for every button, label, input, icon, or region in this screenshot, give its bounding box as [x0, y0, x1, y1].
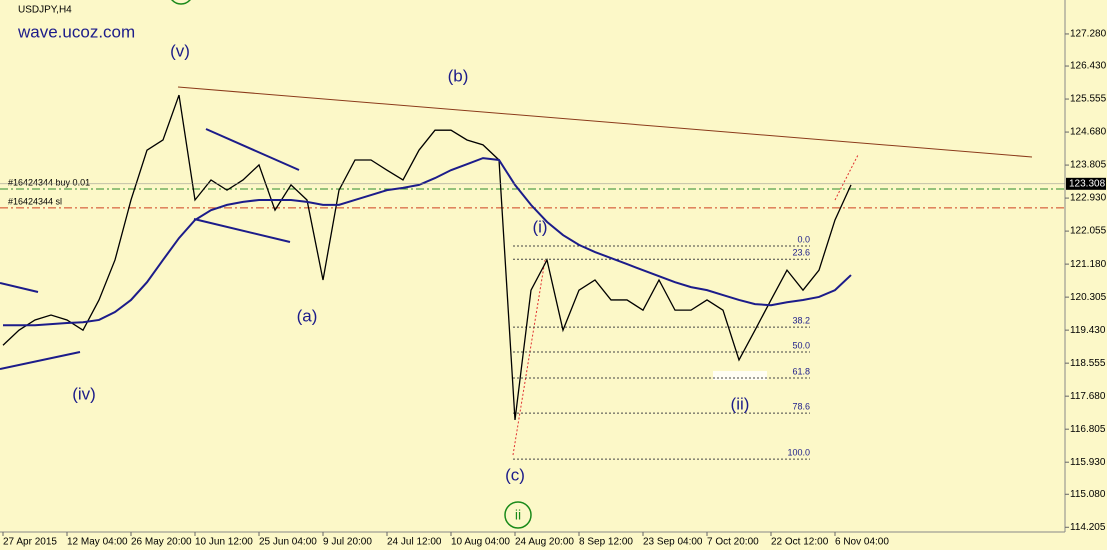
wave-label: (v) [170, 41, 190, 60]
x-tick-label: 6 Nov 04:00 [835, 537, 889, 548]
y-tick-label: 124.680 [1070, 127, 1107, 138]
wave-label: (b) [448, 66, 469, 85]
wave-label: (ii) [731, 394, 750, 413]
fib-label: 38.2 [792, 315, 810, 325]
wedge-line [205, 128, 300, 171]
y-tick-label: 122.055 [1070, 226, 1107, 237]
wave-label: (c) [505, 465, 525, 484]
x-tick-label: 24 Jul 12:00 [387, 537, 442, 548]
projection-line [512, 259, 546, 456]
x-tick-label: 24 Aug 20:00 [515, 537, 574, 548]
x-tick-label: 10 Aug 04:00 [451, 537, 510, 548]
projection-line [834, 154, 859, 201]
y-tick-label: 122.930 [1070, 193, 1107, 204]
wave-marker-circle [171, 0, 191, 5]
x-tick-label: 27 Apr 2015 [3, 537, 57, 548]
x-tick-label: 26 May 20:00 [131, 537, 192, 548]
fib-highlight [713, 371, 767, 380]
fib-label: 50.0 [792, 340, 810, 350]
wedge-line [0, 282, 39, 293]
x-tick-label: 12 May 04:00 [67, 537, 128, 548]
wave-marker: ii [515, 507, 521, 523]
wave-marker-circle [504, 501, 532, 529]
x-tick-label: 8 Sep 12:00 [579, 537, 633, 548]
moving-average [3, 157, 852, 327]
wave-label: (iv) [72, 384, 96, 403]
order-label: #16424344 buy 0.01 [8, 177, 90, 187]
x-tick-label: 23 Sep 04:00 [643, 537, 703, 548]
wave-label: (i) [532, 217, 547, 236]
fib-label: 100.0 [787, 448, 810, 458]
y-tick-label: 126.430 [1070, 61, 1107, 72]
watermark: wave.ucoz.com [17, 22, 135, 41]
y-tick-label: 123.805 [1070, 160, 1107, 171]
y-tick-label: 121.180 [1070, 259, 1107, 270]
x-tick-label: 9 Jul 20:00 [323, 537, 372, 548]
y-tick-label: 114.205 [1070, 522, 1106, 533]
trend-line [177, 86, 1033, 158]
y-tick-label: 115.930 [1070, 457, 1106, 468]
x-tick-label: 25 Jun 04:00 [259, 537, 317, 548]
x-tick-label: 22 Oct 12:00 [771, 537, 829, 548]
wave-label: (a) [297, 306, 318, 325]
fib-label: 61.8 [792, 366, 810, 376]
order-label: #16424344 sl [8, 196, 62, 206]
y-tick-label: 115.080 [1070, 489, 1106, 500]
y-tick-label: 116.805 [1070, 424, 1106, 435]
current-price-label: 123.308 [1069, 178, 1106, 189]
y-tick-label: 120.305 [1070, 292, 1107, 303]
fib-label: 23.6 [792, 248, 810, 258]
wedge-line [0, 351, 81, 370]
wedge-line [193, 218, 291, 243]
x-tick-label: 7 Oct 20:00 [707, 537, 759, 548]
y-tick-label: 119.430 [1070, 325, 1106, 336]
y-tick-label: 118.555 [1070, 358, 1106, 369]
y-tick-label: 127.280 [1070, 29, 1107, 40]
y-tick-label: 125.555 [1070, 94, 1107, 105]
symbol-title: USDJPY,H4 [18, 5, 72, 16]
y-tick-label: 117.680 [1070, 391, 1106, 402]
fib-label: 78.6 [792, 402, 810, 412]
x-tick-label: 10 Jun 12:00 [195, 537, 253, 548]
current-price-box [1066, 177, 1106, 190]
fib-label: 0.0 [797, 234, 810, 244]
price-line [2, 94, 852, 421]
